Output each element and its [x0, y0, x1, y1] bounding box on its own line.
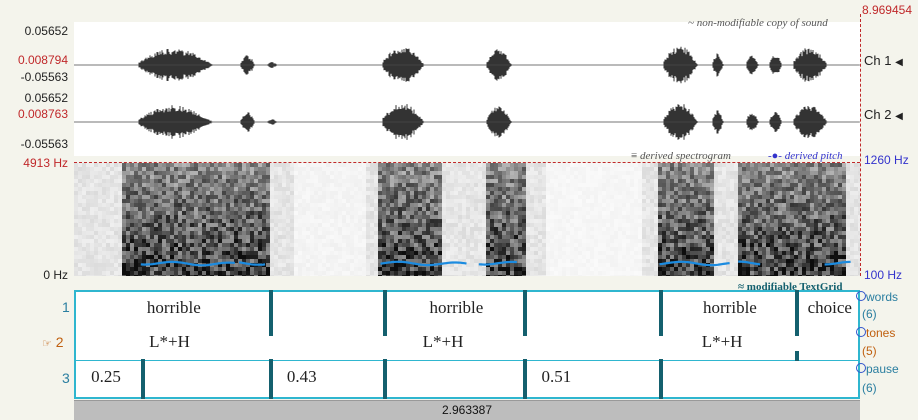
frequency-cursor-line — [74, 162, 860, 163]
pitch-legend: -●- derived pitch — [768, 150, 842, 162]
spectrogram-bottom-freq: 0 Hz — [43, 268, 68, 282]
sound-copy-label: ~ non-modifiable copy of sound — [688, 17, 828, 29]
tier-tones[interactable]: L*+H L*+H L*+H — [74, 326, 860, 362]
tier-words[interactable]: horrible horrible horrible choice — [74, 290, 860, 328]
spectrogram-legend-icon: ≡ — [631, 150, 637, 162]
interval-boundary[interactable] — [523, 359, 527, 399]
ch2-min-label: -0.05563 — [21, 137, 68, 151]
tier-1-number[interactable]: 1 — [62, 299, 70, 315]
ch2-label[interactable]: Ch 2 ◀ — [864, 107, 903, 122]
interval-text[interactable]: 0.43 — [287, 367, 317, 387]
tone-point-label[interactable]: L*+H — [702, 332, 743, 352]
speaker-icon[interactable]: ◀ — [895, 57, 903, 68]
waveform-svg — [74, 22, 860, 156]
spectrogram-svg — [74, 163, 860, 276]
header-time-value: 8.969454 — [862, 3, 912, 17]
tone-point-label[interactable]: L*+H — [149, 332, 190, 352]
tier-1-count: (6) — [862, 307, 877, 321]
interval-boundary[interactable] — [141, 359, 145, 399]
spectrogram-panel[interactable] — [74, 163, 860, 276]
interval-boundary[interactable] — [659, 290, 663, 328]
ch1-min-label: -0.05563 — [21, 70, 68, 84]
tier-3-name[interactable]: pause — [856, 362, 899, 376]
tier-3-count: (6) — [862, 381, 877, 395]
ch1-max-label: 0.05652 — [25, 24, 68, 38]
interval-text[interactable]: horrible — [430, 298, 484, 318]
interval-text[interactable]: 0.51 — [542, 367, 572, 387]
pointing-hand-icon: ☞ — [42, 338, 52, 350]
tone-point-label[interactable]: L*+H — [423, 332, 464, 352]
tier-circle-icon — [856, 363, 866, 373]
interval-text[interactable]: choice — [808, 298, 852, 318]
interval-boundary[interactable] — [269, 290, 273, 328]
tier-1-name[interactable]: words — [856, 290, 898, 304]
tier-boundary-tick — [795, 324, 799, 336]
interval-text[interactable]: horrible — [703, 298, 757, 318]
tier-boundary-tick — [269, 324, 273, 336]
interval-boundary[interactable] — [795, 290, 799, 328]
tier-circle-icon — [856, 327, 866, 337]
tier-2-name[interactable]: tones — [856, 326, 895, 340]
tier-boundary-tick — [523, 324, 527, 336]
tier-circle-icon — [856, 291, 866, 301]
speaker-icon[interactable]: ◀ — [895, 111, 903, 122]
total-duration-bar[interactable]: 2.963387 — [74, 400, 860, 420]
interval-text[interactable]: horrible — [147, 298, 201, 318]
pitch-top-label: 1260 Hz — [864, 153, 909, 167]
tier-pause[interactable]: 0.25 0.43 0.51 — [74, 361, 860, 399]
ch1-label[interactable]: Ch 1 ◀ — [864, 53, 903, 68]
ch1-cursor-label: 0.008794 — [18, 53, 68, 67]
interval-boundary[interactable] — [659, 359, 663, 399]
pitch-bottom-label: 100 Hz — [864, 268, 902, 282]
tier-2-count: (5) — [862, 344, 877, 358]
spectrogram-legend: ≡ derived spectrogram — [631, 150, 731, 162]
interval-boundary[interactable] — [523, 290, 527, 328]
time-cursor-line[interactable] — [860, 14, 861, 276]
ch2-cursor-label: 0.008763 — [18, 107, 68, 121]
waveform-panel[interactable] — [74, 22, 860, 156]
interval-boundary[interactable] — [269, 359, 273, 399]
tier-boundary-tick — [659, 324, 663, 336]
spectrogram-top-freq: 4913 Hz — [23, 156, 68, 170]
tier-3-number[interactable]: 3 — [62, 370, 70, 386]
ch2-max-label: 0.05652 — [25, 91, 68, 105]
pitch-legend-icon: -●- — [768, 150, 782, 162]
spectrogram-noise — [74, 163, 860, 276]
interval-text[interactable]: 0.25 — [91, 367, 121, 387]
tier-boundary-tick — [383, 324, 387, 336]
tier-2-number-group[interactable]: ☞ 2 — [42, 334, 64, 350]
interval-boundary[interactable] — [383, 290, 387, 328]
interval-boundary[interactable] — [383, 359, 387, 399]
